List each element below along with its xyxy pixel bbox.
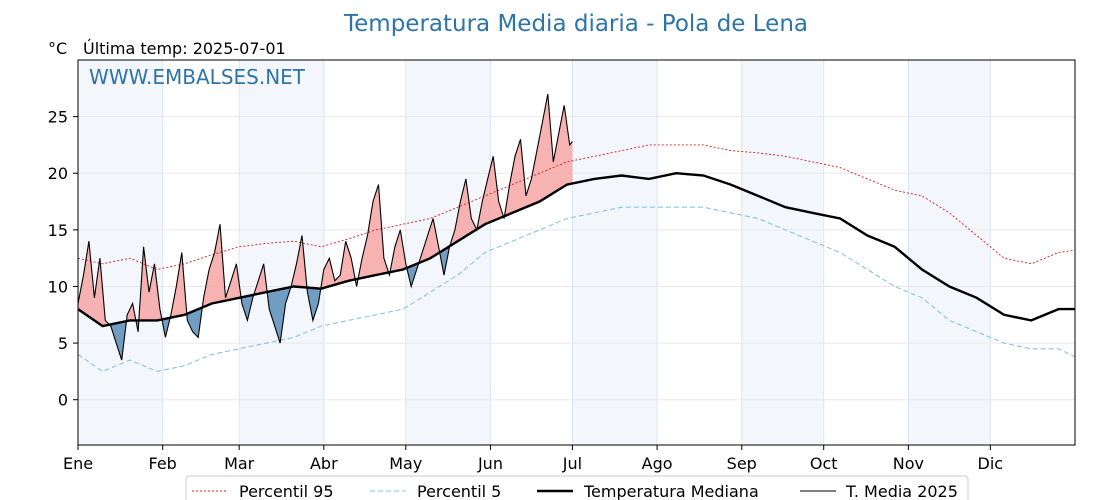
last-temp-label: Última temp: 2025-07-01 (83, 39, 286, 58)
chart-title: Temperatura Media diaria - Pola de Lena (343, 11, 808, 37)
x-tick-label: Feb (149, 454, 177, 473)
x-tick-label: May (389, 454, 422, 473)
x-tick-label: Ago (642, 454, 673, 473)
above-median-fill (450, 178, 477, 246)
month-band (741, 60, 824, 445)
x-tick-label: Dic (978, 454, 1004, 473)
series-lines (77, 93, 1076, 373)
above-median-fill (359, 184, 390, 279)
month-band (908, 60, 991, 445)
percentile-95-line (77, 144, 1076, 270)
below-median-fill (267, 286, 292, 344)
y-tick-label: 10 (48, 277, 68, 296)
above-median-fill (321, 241, 357, 289)
legend-box (185, 475, 969, 500)
y-tick-label: 0 (58, 391, 68, 410)
current-year-line (77, 93, 573, 361)
month-bands (78, 60, 991, 445)
y-tick-label: 5 (58, 334, 68, 353)
y-tick-label: 15 (48, 221, 68, 240)
y-tick-label: 25 (48, 108, 68, 127)
x-tick-label: Sep (727, 454, 757, 473)
y-axis-ticks: 0 5 10 15 20 25 (48, 108, 78, 410)
legend-label: Temperatura Mediana (583, 482, 759, 500)
x-tick-label: Abr (310, 454, 338, 473)
percentile-5-line (77, 206, 1076, 373)
above-median-fill (505, 94, 573, 216)
above-median-fill (390, 229, 408, 272)
x-tick-label: Oct (810, 454, 838, 473)
plot-frame (77, 59, 1076, 446)
x-tick-label: Mar (224, 454, 255, 473)
x-axis-ticks: Ene Feb Mar Abr May Jun Jul Ago Sep Oct Nov Dic (63, 445, 1003, 473)
below-median-fill (241, 293, 255, 321)
watermark: WWW.EMBALSES.NET (89, 65, 306, 89)
legend-label: Percentil 95 (239, 482, 334, 500)
y-unit-label: °C (48, 39, 67, 58)
x-tick-label: Jul (562, 454, 582, 473)
grid-lines (77, 60, 1075, 445)
below-median-fill (307, 286, 322, 321)
x-tick-label: Nov (893, 454, 924, 473)
month-band (78, 60, 163, 445)
month-band (572, 60, 658, 445)
x-tick-label: Ene (63, 454, 93, 473)
legend-label: Percentil 5 (417, 482, 501, 500)
legend: Percentil 95 Percentil 5 Temperatura Media… (185, 475, 969, 500)
x-tick-label: Jun (477, 454, 503, 473)
month-band (239, 60, 324, 445)
above-median-fill (139, 246, 163, 324)
above-median-fill (291, 235, 308, 293)
y-tick-label: 20 (48, 164, 68, 183)
above-median-fill (478, 156, 505, 229)
median-temperature-line (77, 171, 1075, 328)
above-median-fill (78, 241, 111, 327)
legend-label: T. Media 2025 (845, 482, 958, 500)
above-median-fill (170, 252, 188, 321)
